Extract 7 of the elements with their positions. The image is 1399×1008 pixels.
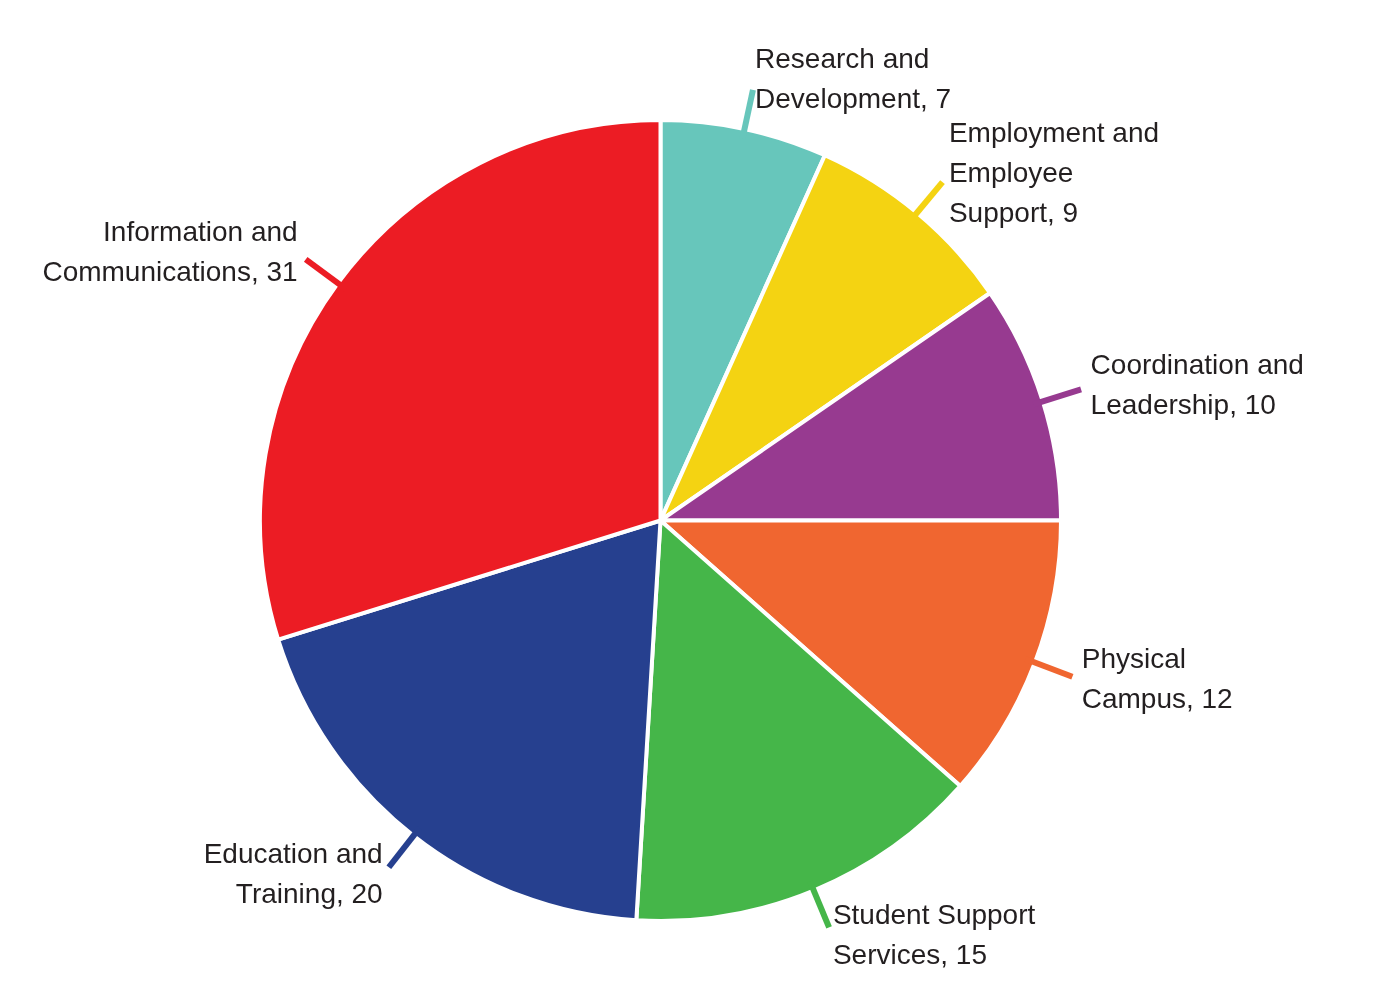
- slice-label: Coordination and Leadership, 10: [1090, 349, 1304, 421]
- slice-label: Education and Training, 20: [203, 837, 383, 909]
- slice-label: Physical Campus, 12: [1081, 642, 1233, 714]
- slice-label: Employment and Employee Support, 9: [948, 117, 1160, 229]
- slice-label: Student Support Services, 15: [832, 899, 1036, 971]
- slice-label: Information and Communications, 31: [42, 216, 298, 288]
- slice-label: Research and Development, 7: [755, 42, 952, 114]
